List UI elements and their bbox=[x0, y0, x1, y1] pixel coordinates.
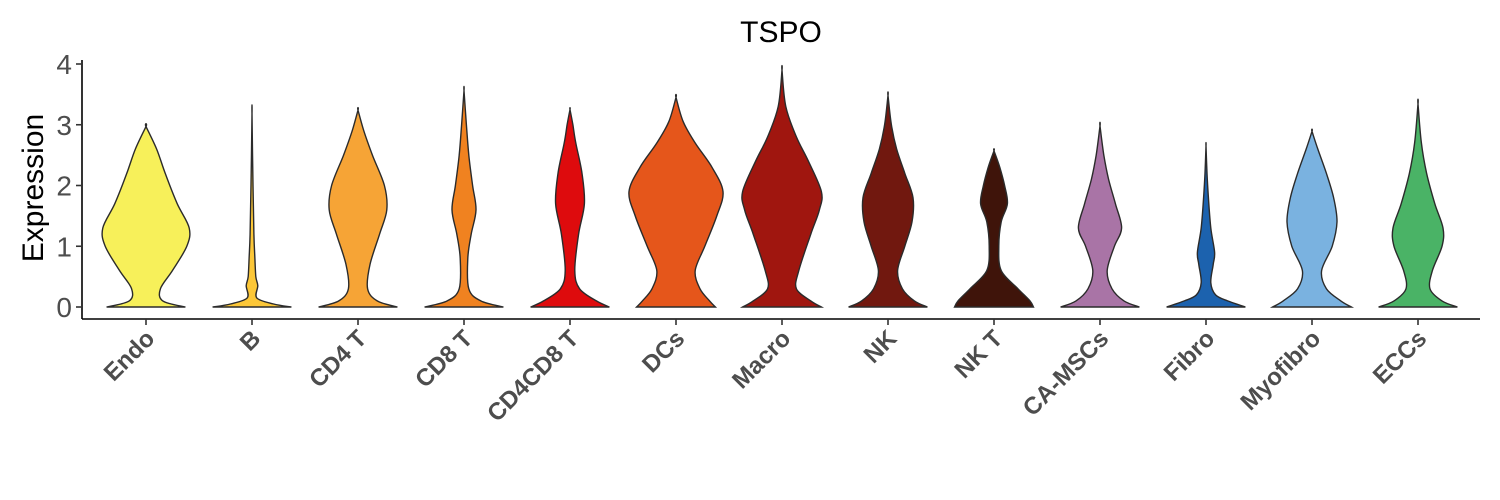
x-axis-ticks: Endo B CD4 T CD8 T CD4CD8 T DCs Macro NK NK T CA-… bbox=[99, 319, 1432, 427]
violin-nk-t bbox=[953, 148, 1035, 308]
x-tick-label: CD8 T bbox=[410, 325, 478, 393]
x-tick-label: DCs bbox=[637, 325, 690, 378]
x-tick-label: B bbox=[235, 325, 266, 356]
y-tick-label: 1 bbox=[56, 231, 72, 262]
x-tick-label: Macro bbox=[727, 325, 796, 394]
x-tick-label: Fibro bbox=[1159, 325, 1221, 387]
x-tick-label: NK T bbox=[950, 325, 1009, 384]
x-tick-label: CA-MSCs bbox=[1018, 325, 1114, 421]
x-tick-label: CD4CD8 T bbox=[482, 325, 584, 427]
x-tick-label: Myofibro bbox=[1236, 325, 1327, 416]
violin-ca-mscs bbox=[1060, 121, 1140, 308]
y-tick-label: 0 bbox=[56, 292, 72, 323]
x-tick-label: CD4 T bbox=[304, 325, 372, 393]
violin-endo bbox=[101, 123, 191, 308]
violin-nk bbox=[848, 91, 928, 308]
y-axis-label: Expression bbox=[17, 114, 50, 262]
x-tick-label: Endo bbox=[99, 325, 161, 387]
y-axis-ticks: 0 1 2 3 4 bbox=[56, 49, 82, 323]
y-tick-label: 2 bbox=[56, 171, 72, 202]
y-tick-label: 4 bbox=[56, 49, 72, 80]
x-tick-label: ECCs bbox=[1368, 325, 1432, 389]
y-tick-label: 3 bbox=[56, 110, 72, 141]
x-tick-label: NK bbox=[859, 325, 903, 369]
violins-layer bbox=[101, 64, 1458, 308]
violin-cd4cd8-t bbox=[530, 106, 610, 308]
violin-fibro bbox=[1166, 141, 1246, 308]
violin-cd4-t bbox=[318, 106, 398, 308]
violin-dcs bbox=[628, 93, 724, 308]
violin-macro bbox=[739, 64, 825, 308]
violin-myofibro bbox=[1269, 128, 1355, 308]
chart-title: TSPO bbox=[740, 16, 822, 49]
violin-eccs bbox=[1378, 98, 1458, 308]
violin-cd8-t bbox=[424, 85, 504, 308]
violin-b bbox=[212, 104, 292, 308]
